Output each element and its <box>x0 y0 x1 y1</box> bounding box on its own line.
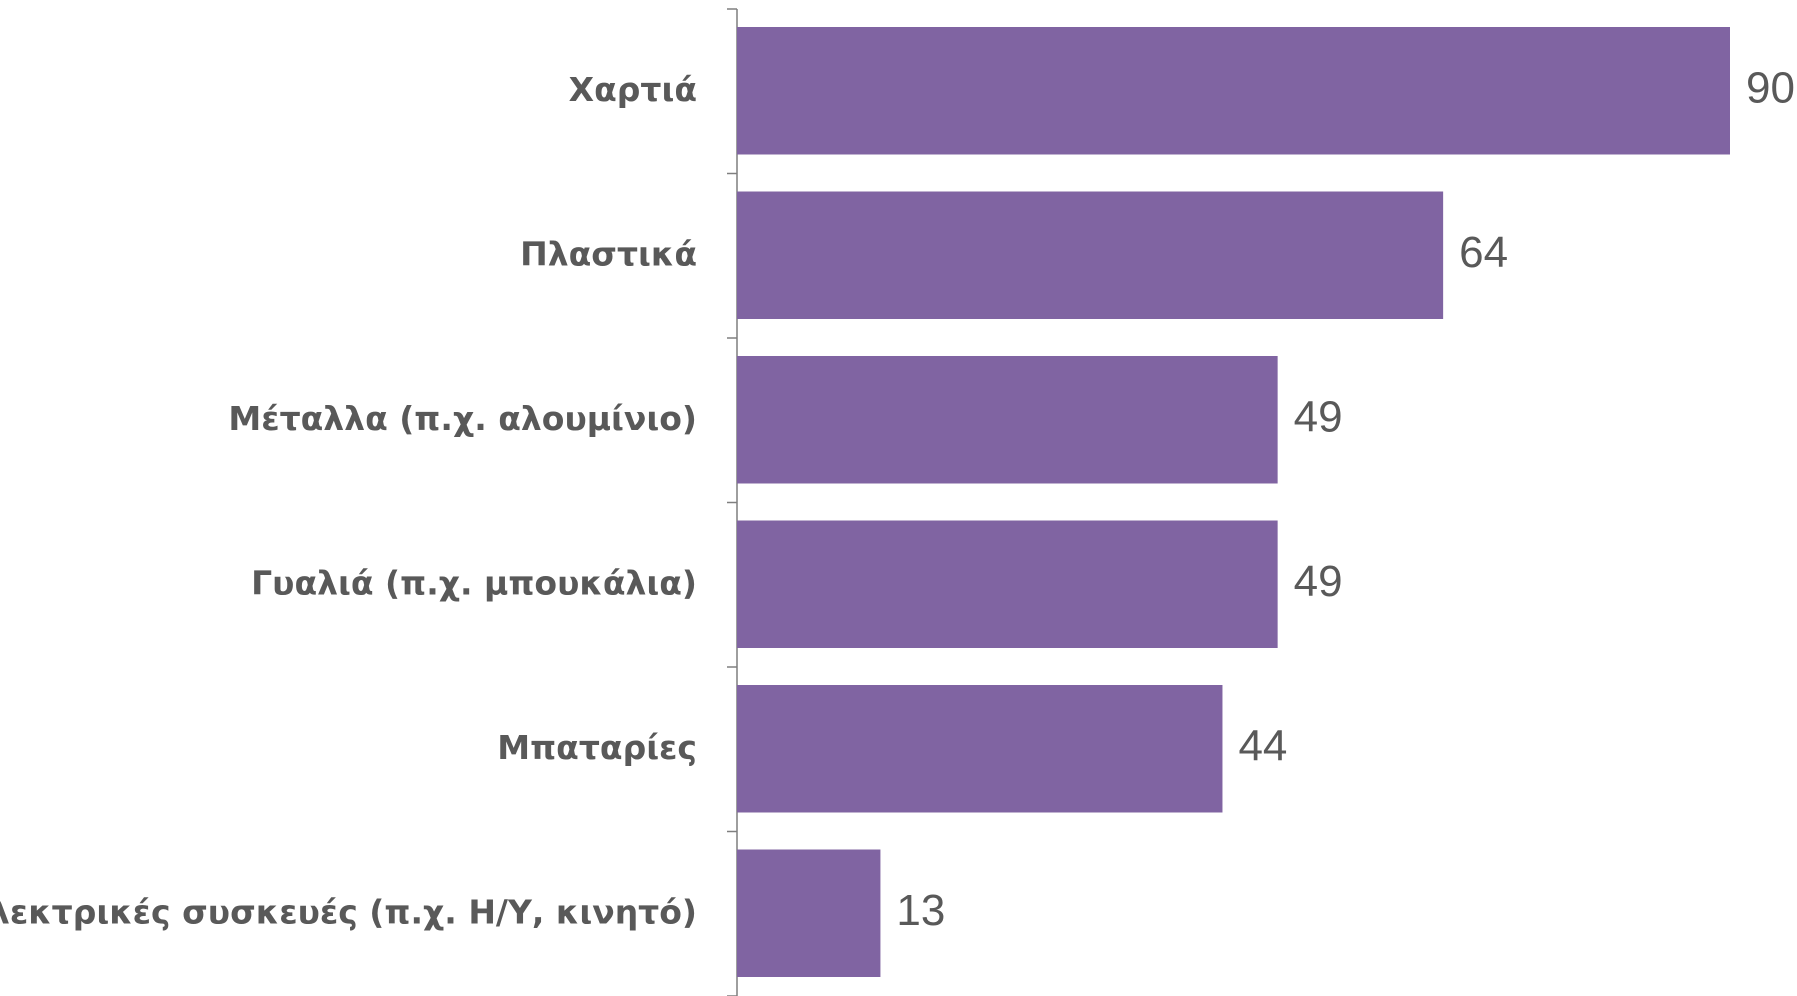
value-label: 49 <box>1294 392 1343 441</box>
bar <box>737 356 1278 484</box>
category-label: Μπαταρίες <box>497 728 697 767</box>
bar <box>737 520 1278 648</box>
value-label: 44 <box>1238 721 1287 770</box>
bar <box>737 849 881 977</box>
bar <box>737 685 1223 813</box>
bar <box>737 27 1730 155</box>
value-label: 64 <box>1459 228 1508 277</box>
category-label: Χαρτιά <box>569 70 697 109</box>
category-label: Μέταλλα (π.χ. αλουμίνιο) <box>228 399 697 438</box>
category-label: Ηλεκτρικές συσκευές (π.χ. Η/Υ, κινητό) <box>0 892 697 931</box>
value-label: 90 <box>1746 63 1795 112</box>
bar <box>737 191 1444 319</box>
category-label: Πλαστικά <box>520 234 697 273</box>
value-label: 13 <box>896 886 945 935</box>
category-label: Γυαλιά (π.χ. μπουκάλια) <box>251 563 697 602</box>
value-label: 49 <box>1294 557 1343 606</box>
